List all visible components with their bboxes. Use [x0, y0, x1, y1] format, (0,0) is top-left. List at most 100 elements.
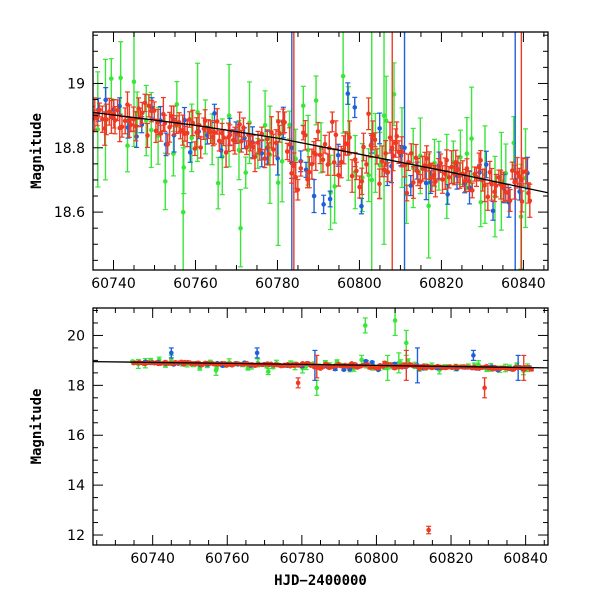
data-point — [493, 173, 499, 198]
data-point — [372, 132, 378, 148]
data-point — [347, 120, 353, 155]
data-point — [394, 121, 400, 152]
x-tick-label: 60760 — [173, 276, 218, 292]
data-point — [369, 32, 375, 270]
data-point — [187, 141, 193, 163]
data-point — [238, 188, 244, 268]
data-point — [99, 105, 105, 133]
data-point — [128, 117, 134, 133]
data-point — [359, 167, 365, 196]
x-tick-label: 60780 — [255, 276, 300, 292]
top-panel: 60740 60760 60780 60800 60820 60840 18.6 18.8 19… — [29, 31, 549, 292]
series-green — [130, 308, 531, 396]
y-tick-label: 16 — [67, 428, 85, 444]
data-point — [216, 130, 222, 152]
data-point — [408, 174, 414, 197]
data-point — [345, 82, 351, 105]
plot-area — [93, 32, 548, 270]
data-point — [103, 103, 109, 136]
data-point — [112, 106, 118, 135]
data-point — [464, 158, 470, 179]
data-point — [144, 122, 150, 149]
x-tick-label: 60740 — [130, 551, 175, 567]
y-axis-title: Magnitude — [29, 389, 45, 465]
data-point — [432, 138, 438, 188]
data-point — [463, 168, 469, 193]
data-point — [259, 126, 265, 142]
x-tick-label: 60820 — [419, 276, 464, 292]
data-point — [453, 149, 459, 175]
data-point — [302, 120, 308, 151]
data-point — [264, 129, 270, 149]
data-point — [298, 160, 304, 177]
data-point — [287, 127, 293, 162]
data-point — [455, 155, 461, 184]
data-point — [404, 184, 410, 202]
data-point — [215, 156, 221, 210]
fit-line — [93, 360, 548, 369]
data-point — [165, 134, 171, 155]
data-point — [244, 140, 250, 156]
data-point — [469, 86, 475, 191]
y-tick-label: 18 — [67, 378, 85, 394]
data-point — [190, 109, 196, 137]
data-point — [153, 118, 159, 144]
data-point — [366, 97, 372, 131]
data-point — [514, 156, 520, 189]
y-axis-title: Magnitude — [29, 113, 45, 189]
data-point — [482, 377, 488, 399]
x-tick-label: 60780 — [280, 551, 325, 567]
x-tick-label: 60840 — [501, 276, 546, 292]
data-point — [265, 368, 271, 376]
y-tick-label: 14 — [67, 478, 85, 494]
data-point — [198, 136, 204, 159]
data-point — [408, 143, 414, 164]
series-red — [131, 349, 534, 535]
data-point — [168, 347, 174, 359]
data-point — [238, 129, 244, 153]
data-point — [321, 194, 327, 215]
y-tick-label: 20 — [67, 328, 85, 344]
data-point — [306, 156, 312, 189]
data-point — [383, 139, 389, 167]
data-point — [372, 112, 378, 193]
data-point — [227, 124, 233, 146]
data-point — [275, 119, 281, 247]
data-point — [361, 132, 367, 162]
data-point — [314, 379, 320, 396]
data-point — [402, 32, 407, 270]
data-point — [133, 111, 139, 142]
axes-frame — [92, 307, 549, 546]
data-point — [381, 162, 387, 178]
data-point — [250, 134, 256, 160]
data-point — [314, 354, 320, 379]
data-point — [376, 168, 382, 200]
y-tick-label: 19 — [67, 76, 85, 92]
y-tick-label: 18.6 — [54, 205, 85, 221]
data-point — [415, 157, 421, 187]
data-point — [410, 165, 416, 199]
data-point — [254, 347, 260, 359]
data-point — [329, 111, 335, 133]
y-tick-label: 18.8 — [54, 141, 85, 157]
x-axis-title: HJD−2400000 — [274, 573, 367, 589]
y-tick-label: 12 — [67, 528, 85, 544]
data-point — [370, 120, 376, 151]
data-point — [108, 58, 114, 100]
data-point — [247, 135, 253, 152]
data-point — [195, 62, 201, 162]
data-point — [134, 124, 140, 149]
data-point — [426, 525, 432, 535]
x-tick-label: 60740 — [91, 276, 136, 292]
x-tick-label: 60840 — [503, 551, 548, 567]
data-point — [449, 150, 455, 185]
data-point — [381, 32, 387, 245]
data-point — [500, 171, 506, 203]
data-point — [353, 161, 359, 181]
data-point — [291, 32, 297, 270]
data-point — [362, 317, 368, 334]
data-point — [96, 102, 102, 118]
fit-line — [93, 111, 548, 194]
data-point — [214, 108, 220, 135]
